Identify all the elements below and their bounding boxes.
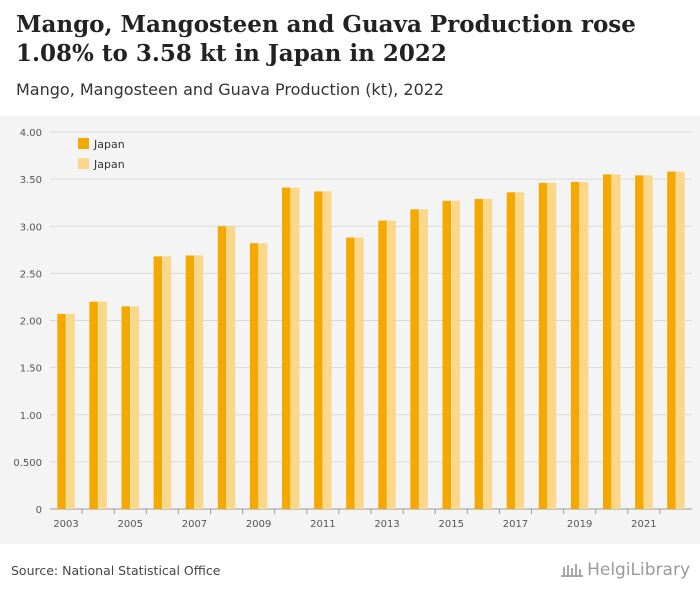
bar-2013-series-1 xyxy=(378,220,387,509)
source-note: Source: National Statistical Office xyxy=(11,563,221,578)
bar-2009-series-1 xyxy=(249,243,259,509)
y-tick-label: 2.00 xyxy=(20,317,42,328)
y-tick-label: 1.50 xyxy=(20,364,42,375)
legend-label: Japan xyxy=(93,158,125,171)
bar-2005-series-1 xyxy=(121,306,130,509)
helgilibrary-logo[interactable]: HelgiLibrary xyxy=(561,560,690,580)
x-tick-label: 2009 xyxy=(246,519,271,530)
bar-2011-series-1 xyxy=(314,191,323,509)
bar-2013-series-2 xyxy=(387,220,396,509)
x-tick-label: 2015 xyxy=(439,519,464,530)
x-tick-label: 2013 xyxy=(374,519,399,530)
x-tick-label: 2003 xyxy=(53,519,78,530)
legend-swatch xyxy=(78,138,89,149)
bar-2012-series-2 xyxy=(355,237,364,509)
legend-label: Japan xyxy=(93,138,125,151)
bar-2020-series-2 xyxy=(612,174,621,509)
bar-2004-series-1 xyxy=(89,301,98,509)
y-tick-label: 4.00 xyxy=(20,128,42,139)
bar-2007-series-2 xyxy=(194,255,204,509)
bar-2010-series-1 xyxy=(282,187,291,510)
y-tick-label: 1.00 xyxy=(20,411,42,422)
x-tick-label: 2005 xyxy=(118,519,143,530)
chart-subtitle: Mango, Mangosteen and Guava Production (… xyxy=(16,80,445,99)
bar-2005-series-2 xyxy=(130,306,139,509)
bar-2019-series-1 xyxy=(570,181,580,509)
bar-2017-series-2 xyxy=(515,192,525,509)
bar-2016-series-1 xyxy=(474,198,484,509)
bar-2004-series-2 xyxy=(98,301,107,509)
y-tick-label: 0.500 xyxy=(13,458,42,469)
bar-2003-series-2 xyxy=(66,313,75,509)
bar-2022-series-1 xyxy=(667,171,676,509)
y-tick-label: 3.50 xyxy=(20,175,42,186)
y-tick-label: 2.50 xyxy=(20,269,42,280)
bar-2021-series-1 xyxy=(635,175,644,510)
bar-2015-series-1 xyxy=(442,200,451,509)
x-tick-label: 2011 xyxy=(310,519,335,530)
legend-swatch xyxy=(78,158,89,169)
y-tick-label: 3.00 xyxy=(20,222,42,233)
bar-2014-series-1 xyxy=(410,209,419,509)
bar-chart: 0 0.500 1.00 1.50 2.00 2.50 3.00 3.50 4.00 2003 20… xyxy=(13,128,692,530)
bar-2009-series-2 xyxy=(258,243,268,509)
chart-title: Mango, Mangosteen and Guava Production r… xyxy=(16,11,636,67)
bar-2008-series-2 xyxy=(226,226,236,509)
bar-2003-series-1 xyxy=(57,313,66,509)
bar-2022-series-2 xyxy=(676,171,685,509)
bar-2008-series-1 xyxy=(217,226,227,509)
bar-2018-series-2 xyxy=(547,182,557,509)
bar-2019-series-2 xyxy=(579,181,589,509)
chart-panel: 0 0.500 1.00 1.50 2.00 2.50 3.00 3.50 4.00 2003 20… xyxy=(0,116,700,544)
y-tick-label: 0 xyxy=(36,505,42,516)
bar-2006-series-1 xyxy=(153,256,163,509)
x-tick-label: 2017 xyxy=(503,519,528,530)
bar-2012-series-1 xyxy=(346,237,355,509)
bar-2020-series-1 xyxy=(603,174,612,509)
bar-2018-series-1 xyxy=(538,182,548,509)
bar-2021-series-2 xyxy=(644,175,653,510)
x-tick-label: 2007 xyxy=(182,519,207,530)
bar-2017-series-1 xyxy=(506,192,516,509)
bar-2010-series-2 xyxy=(291,187,300,510)
bar-2011-series-2 xyxy=(323,191,332,509)
x-tick-label: 2021 xyxy=(631,519,656,530)
bar-2007-series-1 xyxy=(185,255,195,509)
bar-2006-series-2 xyxy=(162,256,172,509)
bar-2015-series-2 xyxy=(451,200,460,509)
bar-2016-series-2 xyxy=(483,198,493,509)
bar-2014-series-2 xyxy=(419,209,428,509)
logo-text: HelgiLibrary xyxy=(587,560,690,580)
x-tick-label: 2019 xyxy=(567,519,592,530)
library-building-icon xyxy=(561,564,584,577)
